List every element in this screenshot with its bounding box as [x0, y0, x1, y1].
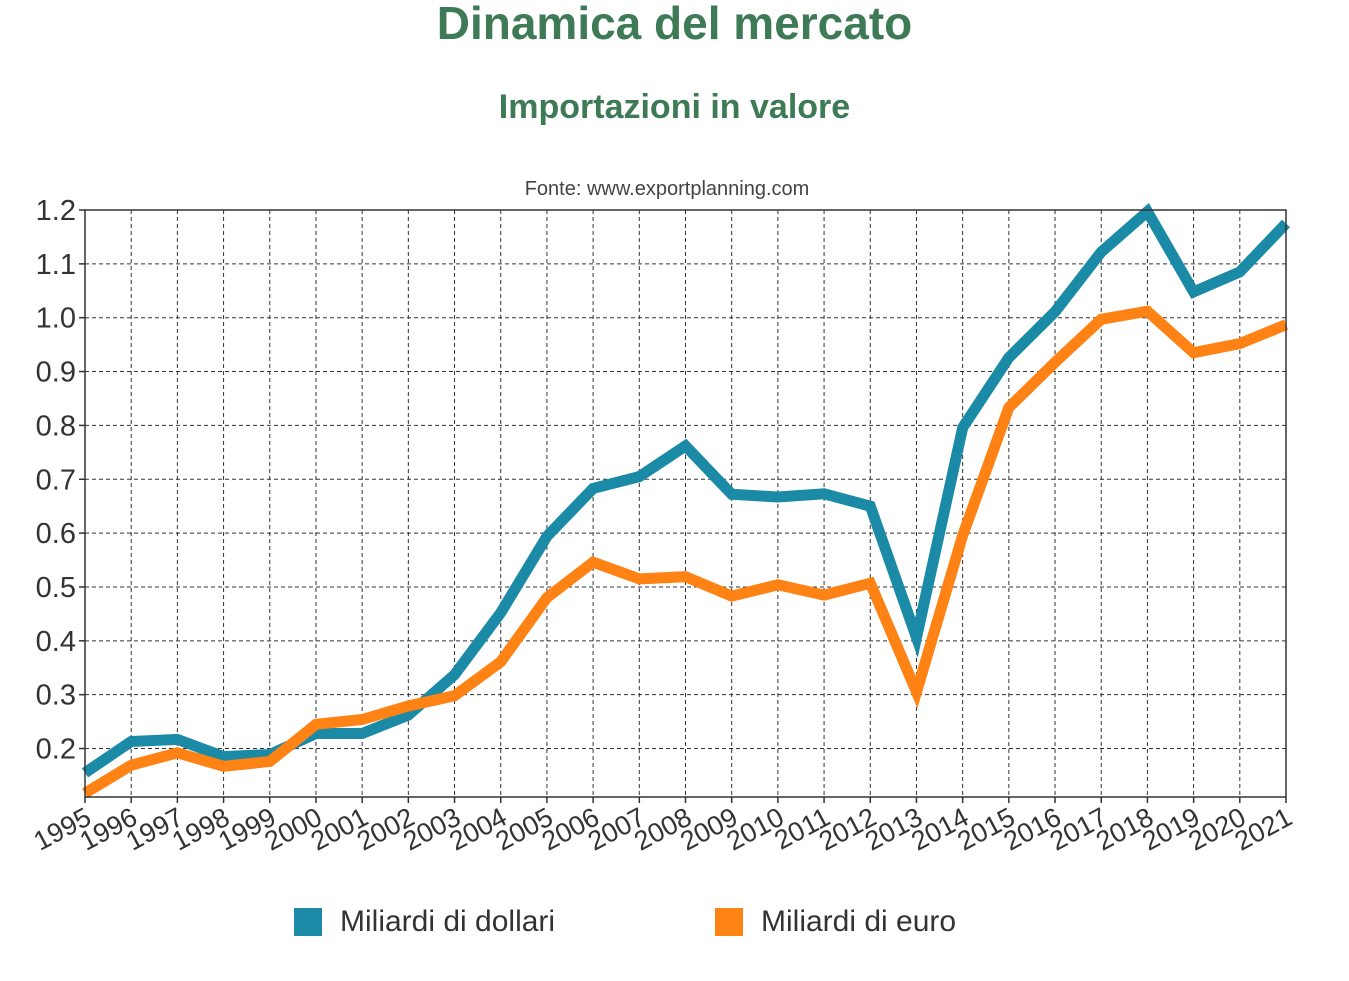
legend-item-euro[interactable]: Miliardi di euro [715, 905, 956, 939]
y-tick-label: 0.7 [36, 464, 76, 496]
legend-label-dollari: Miliardi di dollari [340, 905, 556, 938]
legend: Miliardi di dollari Miliardi di euro [0, 905, 1349, 949]
legend-label-euro: Miliardi di euro [761, 905, 957, 938]
y-tick-label: 0.2 [36, 734, 76, 766]
source-note: Fonte: www.exportplanning.com [525, 178, 810, 200]
y-tick-label: 1.0 [36, 303, 76, 335]
y-axis-ticks: 1.2 1.1 1.0 0.9 0.8 0.7 0.6 0.5 0.4 0.3 0.2 [36, 195, 85, 766]
legend-item-dollari[interactable]: Miliardi di dollari [294, 905, 555, 939]
y-tick-label: 0.8 [36, 410, 76, 442]
x-axis-ticks: 1995199619971998199920002001200220032004… [29, 797, 1297, 857]
line-chart: Fonte: www.exportplanning.com 1.2 1.1 1.0 0… [29, 178, 1297, 857]
y-tick-label: 0.6 [36, 518, 76, 550]
y-tick-label: 0.3 [36, 680, 76, 712]
y-tick-label: 1.2 [36, 195, 76, 227]
plot-frame [84, 209, 1287, 798]
legend-swatch-euro [715, 908, 743, 936]
y-tick-label: 1.1 [36, 249, 76, 281]
series-line-euro [82, 305, 1289, 798]
series-lines [81, 203, 1290, 798]
y-tick-label: 0.5 [36, 572, 76, 604]
y-tick-label: 0.9 [36, 357, 76, 389]
legend-swatch-dollari [294, 908, 322, 936]
y-tick-label: 0.4 [36, 626, 76, 658]
grid-lines [84, 209, 1287, 797]
chart-title: Dinamica del mercato [436, 0, 913, 49]
chart-subtitle: Importazioni in valore [498, 88, 851, 126]
